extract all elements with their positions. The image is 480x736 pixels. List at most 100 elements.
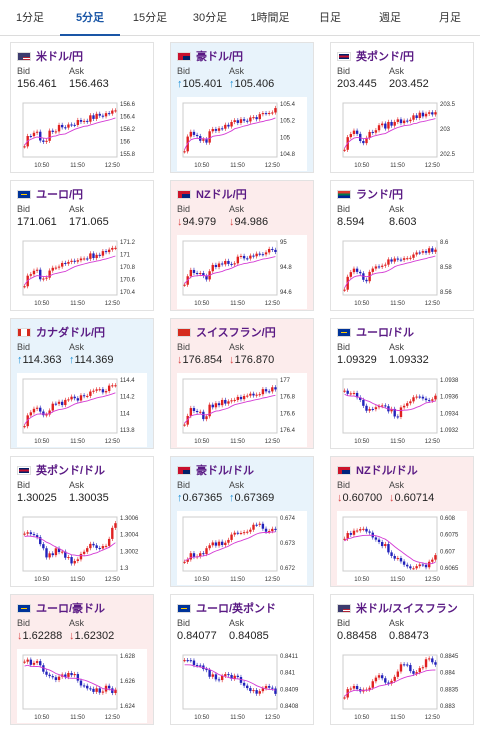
tab-7[interactable]: 月足 [439,12,461,24]
x-tick-label: 10:50 [34,577,50,583]
ask-number: 0.88473 [389,630,429,642]
pair-title[interactable]: 米ドル/スイスフラン [337,599,467,617]
candlestick-chart[interactable]: 0.608 0.6075 0.607 0.6065 10:50 11:50 12:50 [337,511,467,585]
candlestick-chart[interactable]: 1.628 1.626 1.624 10:50 11:50 12:50 [17,649,147,723]
x-tick-label: 12:50 [105,715,121,721]
pair-name[interactable]: NZドル/円 [196,189,247,201]
pair-name[interactable]: 英ポンド/ドル [36,465,106,477]
candlestick-chart[interactable]: 0.674 0.673 0.672 10:50 11:50 12:50 [177,511,307,585]
pair-title[interactable]: ユーロ/円 [17,185,147,203]
candle [264,686,268,689]
candle [399,407,403,418]
pair-name[interactable]: 米ドル/円 [36,51,84,63]
rate-card[interactable]: NZドル/ドル Bid Ask ↓0.60700 ↓0.60714 0.608 0.6075… [330,456,474,587]
pair-title[interactable]: ユーロ/ドル [337,323,467,341]
tab-2[interactable]: 15分足 [132,12,168,24]
pair-name[interactable]: ユーロ/ドル [356,327,415,339]
candlestick-chart[interactable]: 0.8845 0.884 0.8835 0.883 10:50 11:50 12:50 [337,649,467,723]
candle [246,395,249,397]
candle [355,268,359,272]
ask-number: 114.369 [74,354,114,366]
candlestick-chart[interactable]: 95 94.8 94.6 10:50 11:50 12:50 [177,235,307,309]
tab-0[interactable]: 1分足 [15,12,45,24]
pair-title[interactable]: NZドル/円 [177,185,307,203]
candlestick-chart[interactable]: 156.6 156.4 156.2 156 155.8 10:50 11:50 12:50 [17,97,147,171]
pair-name[interactable]: カナダドル/円 [36,327,106,339]
candle [249,117,252,122]
x-tick-label: 11:50 [70,715,85,721]
tab-3[interactable]: 30分足 [192,12,228,24]
tab-5[interactable]: 日足 [319,12,341,24]
y-tick-label: 1.3002 [120,549,139,555]
pair-title[interactable]: 豪ドル/円 [177,47,307,65]
candlestick-chart[interactable]: 105.4 105.2 105 104.8 10:50 11:50 12:50 [177,97,307,171]
pair-name[interactable]: ランド/円 [356,189,404,201]
pair-title[interactable]: 英ポンド/円 [337,47,467,65]
tab-6[interactable]: 週足 [379,12,401,24]
candle [384,544,387,547]
pair-title[interactable]: ランド/円 [337,185,467,203]
candlestick-chart[interactable]: 1.3006 1.3004 1.3002 1.3 10:50 11:50 12:50 [17,511,147,585]
rate-card[interactable]: カナダドル/円 Bid Ask ↑114.363 ↑114.369 114.4 114.2 1… [10,318,154,449]
y-tick-label: 170.8 [120,265,136,271]
pair-name[interactable]: ユーロ/円 [36,189,84,201]
ask-value: 156.463 [69,78,121,92]
pair-title[interactable]: ユーロ/豪ドル [17,599,147,617]
pair-name[interactable]: 豪ドル/ドル [196,465,255,477]
candlestick-chart[interactable]: 177 176.8 176.6 176.4 10:50 11:50 12:50 [177,373,307,447]
y-tick-label: 114.2 [120,395,135,401]
pair-name[interactable]: NZドル/ドル [356,465,418,477]
pair-title[interactable]: 英ポンド/ドル [17,461,147,479]
rate-card[interactable]: ユーロ/円 Bid Ask 171.061 171.065 171.2 171 170.8 17… [10,180,154,311]
pair-name[interactable]: スイスフラン/円 [196,327,276,339]
pair-title[interactable]: ユーロ/英ポンド [177,599,307,617]
candlestick-chart[interactable]: 203.5 203 202.5 10:50 11:50 12:50 [337,97,467,171]
candlestick-chart[interactable]: 171.2 171 170.8 170.6 170.4 10:50 11:50 12:50 [17,235,147,309]
rate-card[interactable]: 豪ドル/ドル Bid Ask ↑0.67365 ↑0.67369 0.674 0.673 0.… [170,456,314,587]
candle [393,408,396,417]
rate-card[interactable]: ユーロ/豪ドル Bid Ask ↓1.62288 ↓1.62302 1.628 1.626 1… [10,594,154,725]
pair-title[interactable]: 豪ドル/ドル [177,461,307,479]
candle [267,531,271,533]
moving-average-line [184,256,276,284]
candle [111,688,114,694]
pair-name[interactable]: 英ポンド/円 [356,51,415,63]
pair-title[interactable]: スイスフラン/円 [177,323,307,341]
candle [107,538,111,546]
x-tick-label: 10:50 [34,715,50,721]
pair-name[interactable]: ユーロ/英ポンド [196,603,277,615]
tab-4[interactable]: 1時間足 [250,12,290,24]
candle [48,410,51,415]
rate-card[interactable]: 英ポンド/ドル Bid Ask 1.30025 1.30035 1.3006 1.3004 1… [10,456,154,587]
candle [45,414,48,416]
candlestick-chart[interactable]: 0.8411 0.841 0.8409 0.8408 10:50 11:50 12:50 [177,649,307,723]
pair-name[interactable]: 豪ドル/円 [196,51,244,63]
pair-title[interactable]: 米ドル/円 [17,47,147,65]
candle [399,119,403,124]
pair-name[interactable]: ユーロ/豪ドル [36,603,106,615]
tab-1[interactable]: 5分足 [60,0,120,36]
rate-card[interactable]: 英ポンド/円 Bid Ask 203.445 203.452 203.5 203 202.5 1… [330,42,474,173]
rate-card[interactable]: NZドル/円 Bid Ask ↓94.979 ↓94.986 95 94.8 94.6 10:5… [170,180,314,311]
pair-title[interactable]: NZドル/ドル [337,461,467,479]
bid-number: 1.30025 [17,492,57,504]
y-tick-label: 0.672 [280,566,296,572]
rate-card[interactable]: 米ドル/円 Bid Ask 156.461 156.463 156.6 156.4 156.2… [10,42,154,173]
pair-title[interactable]: カナダドル/円 [17,323,147,341]
candlestick-chart[interactable]: 114.4 114.2 114 113.8 10:50 11:50 12:50 [17,373,147,447]
x-tick-label: 12:50 [265,715,281,721]
rate-card[interactable]: スイスフラン/円 Bid Ask ↓176.854 ↓176.870 177 176.8 17… [170,318,314,449]
bid-label: Bid [337,66,351,76]
candle [92,390,95,392]
pair-name[interactable]: 米ドル/スイスフラン [356,603,458,615]
candlestick-chart[interactable]: 1.0938 1.0936 1.0934 1.0932 10:50 11:50 12:50 [337,373,467,447]
candlestick-chart[interactable]: 8.6 8.58 8.56 10:50 11:50 12:50 [337,235,467,309]
rate-card[interactable]: ユーロ/ドル Bid Ask 1.09329 1.09332 1.0938 1.0936 1.… [330,318,474,449]
candle [252,690,255,692]
candle [409,401,412,404]
rate-card[interactable]: 米ドル/スイスフラン Bid Ask 0.88458 0.88473 0.8845 0.88… [330,594,474,725]
rate-card[interactable]: ユーロ/英ポンド Bid Ask 0.84077 0.84085 0.8411 0.841 0… [170,594,314,725]
rate-card[interactable]: ランド/円 Bid Ask 8.594 8.603 8.6 8.58 8.56 10:50 11:… [330,180,474,311]
rate-card[interactable]: 豪ドル/円 Bid Ask ↑105.401 ↑105.406 105.4 105.2 105… [170,42,314,173]
candle [51,553,54,556]
